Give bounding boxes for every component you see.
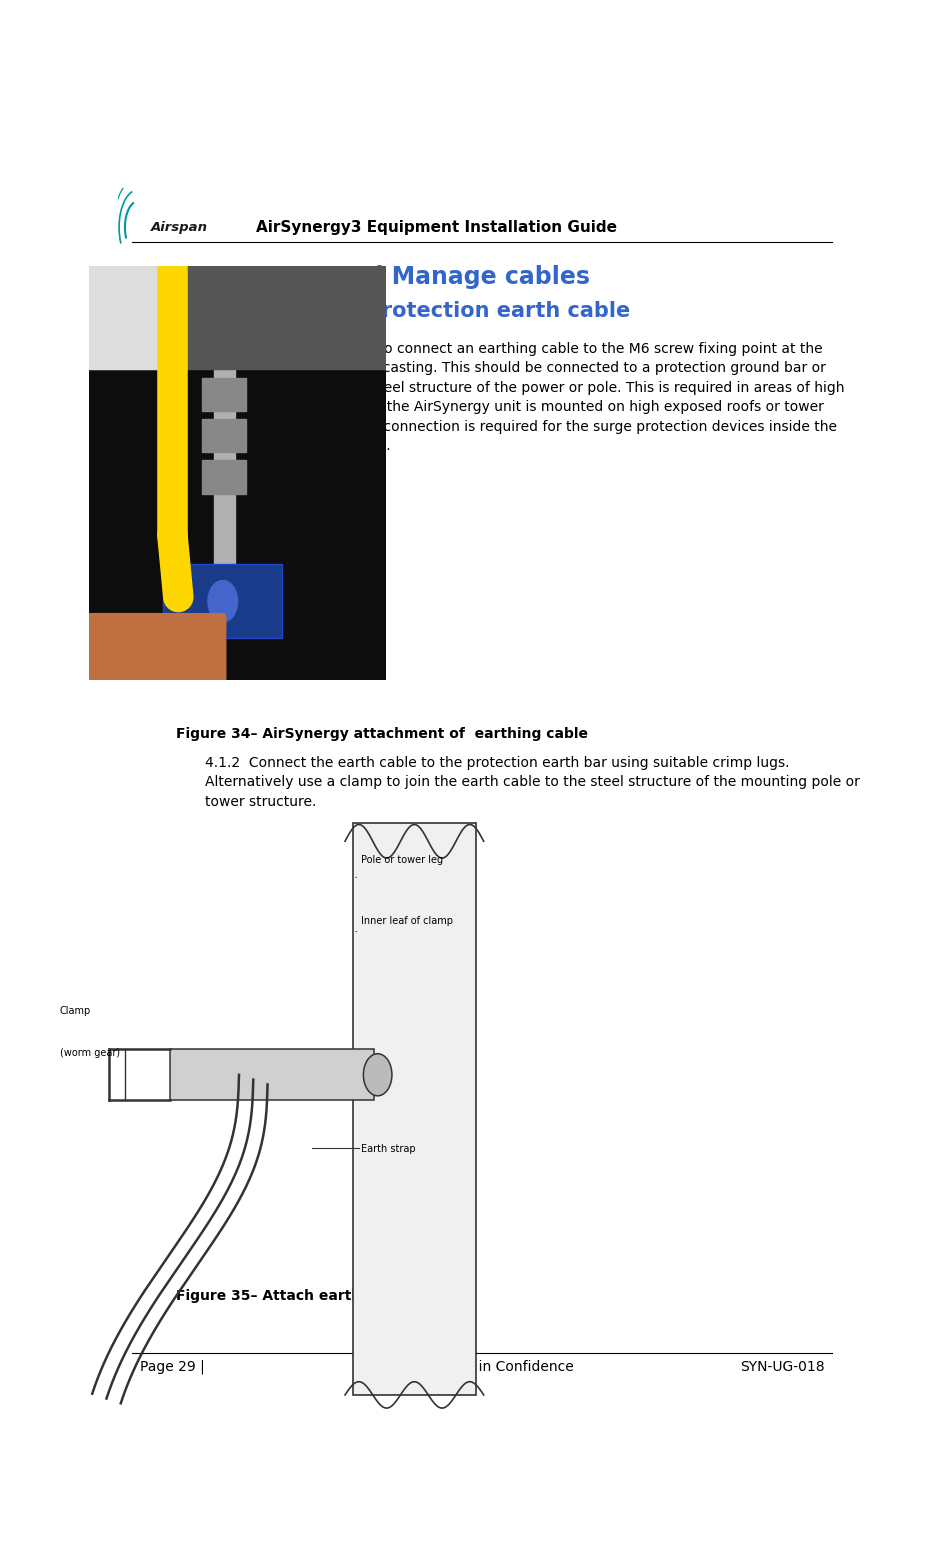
Bar: [214, 286, 234, 577]
Text: Figure 34– AirSynergy attachment of  earthing cable: Figure 34– AirSynergy attachment of eart…: [176, 727, 588, 741]
Text: Commercial in Confidence: Commercial in Confidence: [391, 1360, 574, 1374]
Text: (worm gear): (worm gear): [59, 1047, 120, 1058]
Bar: [164, 564, 282, 639]
Bar: [89, 266, 386, 369]
Bar: [89, 266, 179, 369]
Text: Figure 35– Attach earth cable to pole: Figure 35– Attach earth cable to pole: [176, 1289, 468, 1304]
Text: 4   Connect and Manage cables: 4 Connect and Manage cables: [176, 264, 590, 289]
Text: Page 29 |: Page 29 |: [139, 1360, 204, 1374]
Bar: [202, 419, 247, 452]
Text: Clamp: Clamp: [59, 1007, 91, 1016]
FancyBboxPatch shape: [87, 614, 226, 685]
Text: Earth strap: Earth strap: [361, 1144, 416, 1153]
Bar: [202, 461, 247, 494]
Text: Pole or tower leg: Pole or tower leg: [361, 855, 443, 866]
Text: SYN-UG-018: SYN-UG-018: [741, 1360, 825, 1374]
Text: 4.1   Fitting the Protection earth cable: 4.1 Fitting the Protection earth cable: [176, 300, 630, 320]
Text: 4.1.1  There is an option to connect an earthing cable to the M6 screw fixing po: 4.1.1 There is an option to connect an e…: [205, 342, 845, 453]
Bar: [353, 824, 475, 1394]
Bar: [202, 378, 247, 411]
Bar: [169, 1049, 374, 1100]
Text: Inner leaf of clamp: Inner leaf of clamp: [361, 916, 454, 925]
Circle shape: [363, 1053, 391, 1096]
Text: AirSynergy3 Equipment Installation Guide: AirSynergy3 Equipment Installation Guide: [256, 220, 617, 234]
Text: 4.1.2  Connect the earth cable to the protection earth bar using suitable crimp : 4.1.2 Connect the earth cable to the pro…: [205, 755, 860, 808]
Text: Airspan: Airspan: [151, 220, 207, 234]
Circle shape: [208, 580, 237, 622]
